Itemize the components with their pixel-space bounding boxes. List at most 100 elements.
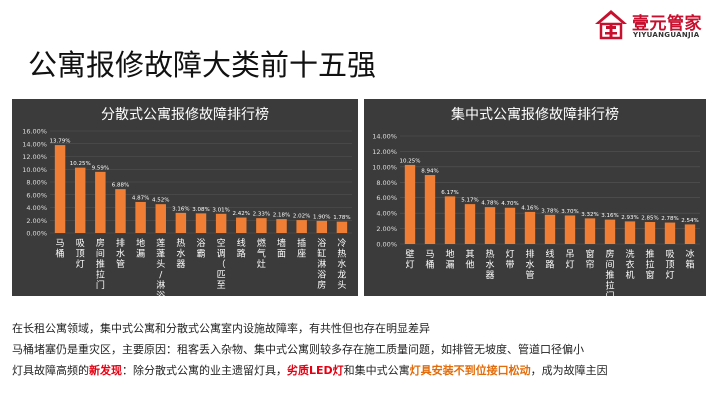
x-tick-label-char: 排 (525, 248, 534, 260)
bar (624, 221, 636, 244)
y-tick-label: 14.00% (372, 133, 397, 141)
bar (664, 222, 676, 244)
data-label: 2.85% (641, 216, 658, 222)
data-label: 10.25% (400, 158, 421, 164)
data-label: 3.01% (212, 207, 229, 213)
y-tick-label: 6.00% (376, 194, 397, 202)
x-tick-label-char: 水 (485, 259, 494, 271)
x-tick-label-char: 灯 (565, 260, 574, 271)
x-tick-label-char: 桶 (425, 259, 434, 271)
data-label: 2.93% (621, 215, 638, 221)
x-tick-label-char: 水 (116, 248, 125, 260)
data-label: 5.17% (461, 198, 478, 204)
data-label: 2.54% (681, 218, 698, 224)
bar (54, 145, 66, 233)
bar (684, 224, 696, 244)
bar (175, 212, 187, 233)
x-tick-label-char: 推 (645, 248, 654, 260)
data-label: 4.52% (152, 198, 169, 204)
x-tick-label-char: 带 (505, 260, 514, 271)
x-tick-label-char: 浴 (317, 270, 326, 281)
data-label: 2.78% (661, 216, 678, 222)
bar (544, 214, 556, 244)
data-label: 13.79% (50, 139, 71, 145)
y-tick-label: 16.00% (22, 128, 47, 136)
highlight-led: 劣质LED灯 (287, 364, 344, 377)
brand-logo: 壹元管家 YIYUANGUANJIA (594, 6, 716, 44)
y-tick-label: 10.00% (372, 163, 397, 171)
bar (444, 196, 456, 244)
x-tick-label-char: 莲 (156, 237, 165, 249)
x-tick-label-char: 水 (337, 258, 346, 270)
x-tick-label-char: 吸 (76, 238, 85, 249)
y-tick-label: 8.00% (376, 179, 397, 187)
chart-centralized: 集中式公寓报修故障排行榜 0.00% 2.00% 4.00% 6.00% 8.00% 10.… (364, 99, 706, 296)
x-tick-label-char: 拉 (605, 280, 614, 292)
y-tick-label: 14.00% (22, 140, 47, 148)
x-tick-label-char: 头 (337, 280, 346, 291)
bar (74, 167, 86, 233)
chart-centralized-svg: 集中式公寓报修故障排行榜 0.00% 2.00% 4.00% 6.00% 8.00% 10.… (372, 106, 700, 296)
house-logo-icon (595, 10, 627, 40)
bar (256, 218, 267, 233)
data-label: 3.16% (172, 206, 189, 212)
x-tick-label-char: 器 (176, 259, 185, 270)
x-tick-label-char: 箱 (685, 259, 694, 271)
x-tick-label-char: 灯 (76, 259, 85, 270)
x-tick-label-char: 线 (545, 248, 554, 260)
x-tick-label-char: 缸 (317, 248, 326, 260)
x-tick-label-char: 管 (525, 269, 534, 281)
notes: 在长租公寓领域，集中式公寓和分散式公寓室内设施故障率，有共性但也存在明显差异 马… (12, 322, 608, 385)
bar (604, 219, 616, 244)
x-tick-label-char: 漏 (445, 259, 454, 271)
data-label: 4.78% (481, 201, 498, 207)
x-tick-label-char: 调 (217, 249, 226, 260)
y-tick-label: 0.00% (376, 241, 397, 249)
x-tick-label-char: 路 (545, 259, 554, 271)
x-tick-label-char: / (159, 271, 163, 281)
y-tick-label: 2.00% (26, 217, 47, 225)
x-tick-label-char: 水 (176, 248, 185, 260)
data-label: 2.33% (253, 212, 270, 218)
x-tick-label-char: 洗 (625, 248, 634, 260)
highlight-new-finding: 新发现 (89, 364, 122, 377)
x-tick-label-char: 间 (605, 259, 614, 271)
bar (644, 222, 656, 244)
x-tick-label-char: 管 (116, 258, 125, 270)
brand-name-en: YIYUANGUANJIA (633, 31, 700, 39)
data-label: 10.25% (70, 161, 91, 167)
data-label: 4.87% (132, 195, 149, 201)
x-tick-label-char: 气 (257, 248, 266, 260)
note-line-2: 马桶堵塞仍是重灾区，主要原因：租客丢入杂物、集中式公寓则较多存在施工质量问题，如… (12, 343, 584, 356)
x-tick-label-char: 马 (425, 249, 434, 260)
y-tick-label: 10.00% (22, 166, 47, 174)
x-tick-label-char: . (220, 292, 223, 297)
x-tick-label-char: 线 (237, 237, 246, 249)
data-label: 1.90% (313, 214, 330, 220)
x-tick-label-char: 排 (116, 237, 125, 249)
note-line-1: 在长租公寓领域，集中式公寓和分散式公寓室内设施故障率，有共性但也存在明显差异 (12, 322, 430, 335)
x-tick-label-char: 蓬 (156, 248, 165, 260)
x-tick-label-char: 推 (96, 258, 105, 270)
x-tick-label-char: 浴 (317, 238, 326, 249)
y-tick-label: 12.00% (372, 148, 397, 156)
x-tick-label-char: 吊 (565, 249, 574, 260)
brand-name: 壹元管家 (632, 14, 702, 34)
x-tick-label-char: 面 (277, 249, 286, 260)
bar (484, 207, 496, 244)
bar (296, 220, 307, 233)
x-tick-label-char: 水 (525, 259, 534, 271)
x-tick-label-char: （ (217, 259, 226, 270)
x-tick-label-char: 龙 (337, 269, 346, 281)
bar (115, 189, 126, 233)
x-tick-label-char: 房 (317, 279, 326, 291)
chart-title: 集中式公寓报修故障排行榜 (451, 106, 619, 123)
x-tick-label-char: 浴 (156, 291, 165, 297)
bar (584, 218, 596, 244)
x-tick-label-char: 淋 (317, 258, 326, 270)
x-tick-label-char: 顶 (665, 260, 674, 271)
x-tick-label-char: 门 (96, 279, 105, 291)
x-tick-label-char: 顶 (76, 249, 85, 260)
x-tick-label-char: 霸 (196, 249, 205, 260)
bar (404, 164, 416, 244)
